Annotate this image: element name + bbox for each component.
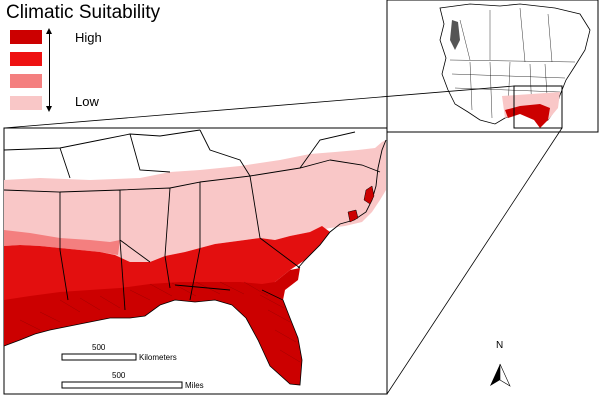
scale-mi-value: 500: [112, 371, 126, 380]
legend-swatch-highest: [10, 30, 42, 44]
inset-extent-box: [513, 85, 563, 129]
legend-low-label: Low: [75, 94, 99, 109]
north-arrow-icon: [490, 363, 511, 387]
legend-high-label: High: [75, 30, 102, 45]
medium-suitability-zone: [4, 230, 120, 255]
legend-swatch-medium: [10, 74, 42, 88]
main-map: [3, 127, 388, 395]
scale-bar-km: [61, 353, 137, 361]
legend-title: Climatic Suitability: [6, 2, 161, 23]
gulf-coast: [3, 299, 233, 347]
nc-coast-patch: [347, 209, 359, 223]
inset-pacific-coast-dark: [450, 20, 460, 50]
legend-swatch-low: [10, 96, 42, 110]
chesapeake-area: [363, 185, 375, 205]
florida-coast: [231, 289, 303, 386]
double-arrow-icon: [46, 28, 52, 112]
scale-km-value: 500: [92, 343, 106, 352]
scale-mi-unit: Miles: [185, 381, 204, 390]
inset-map: [386, 0, 599, 133]
legend-swatch-high: [10, 52, 42, 66]
scale-bar-mi: [61, 381, 183, 389]
state-boundaries: [3, 129, 381, 311]
inset-southeast-red: [505, 104, 550, 128]
scale-km-unit: Kilometers: [139, 353, 177, 362]
highest-suitability-zone: [4, 268, 302, 385]
north-arrow-label: N: [496, 340, 504, 351]
atlantic-coast: [297, 139, 387, 269]
low-suitability-zone: [4, 140, 386, 262]
inset-connector-lines: [3, 85, 563, 395]
